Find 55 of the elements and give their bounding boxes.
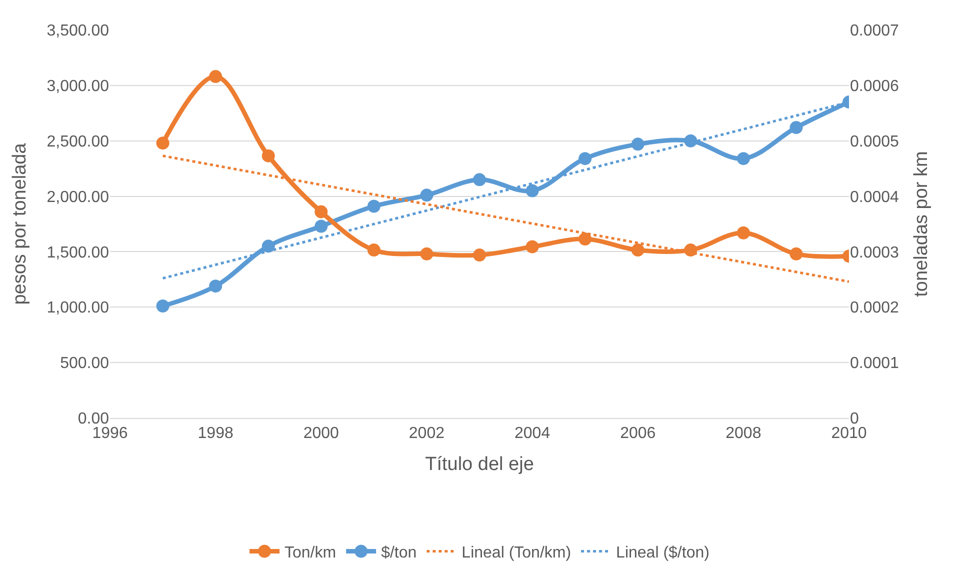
point — [631, 138, 644, 151]
point — [790, 121, 803, 134]
point — [156, 300, 170, 313]
legend-label: $/ton — [381, 544, 417, 562]
y-tick-label: 0.00 — [78, 410, 110, 428]
point — [736, 152, 750, 166]
x-tick-label: 2010 — [831, 425, 867, 442]
legend-label: Lineal ($/ton) — [616, 544, 710, 562]
point — [790, 247, 803, 260]
point — [262, 240, 275, 253]
y-tick-label: 1,000.00 — [46, 300, 110, 317]
y2-tick-label: 0.0007 — [850, 22, 900, 40]
point — [314, 205, 328, 218]
x-tick-label: 1998 — [198, 425, 234, 442]
y-tick-label: 1,500.00 — [46, 244, 110, 262]
y2-tick-label: 0.0002 — [850, 300, 900, 317]
y2-tick-label: 0.0003 — [850, 244, 900, 262]
y2-tick-label: 0.0004 — [850, 188, 900, 206]
point — [314, 220, 328, 233]
y2-tick-label: 0.0006 — [850, 78, 900, 96]
point — [578, 232, 592, 246]
point — [209, 280, 222, 293]
x-tick-label: 2006 — [620, 425, 656, 442]
point — [156, 136, 170, 150]
point — [420, 247, 434, 260]
y-tick-label: 3,000.00 — [46, 78, 110, 96]
point — [578, 152, 592, 166]
y2-axis-title: toneladas por km — [910, 151, 932, 297]
y2-tick-label: 0.0001 — [850, 355, 900, 372]
y-axis-title: pesos por tonelada — [10, 142, 31, 305]
y-tick-label: 500.00 — [60, 355, 110, 372]
point — [473, 173, 486, 186]
y2-tick-label: 0 — [850, 410, 859, 428]
point — [420, 188, 434, 202]
point — [736, 226, 750, 240]
x-tick-label: 2008 — [726, 425, 762, 442]
y-tick-label: 3,500.00 — [46, 22, 110, 40]
point — [631, 244, 644, 257]
point — [367, 200, 380, 213]
legend-label: Lineal (Ton/km) — [462, 544, 572, 562]
y-tick-label: 2,000.00 — [46, 188, 110, 206]
x-tick-label: 2000 — [303, 425, 340, 442]
x-axis-title: Título del eje — [425, 454, 534, 475]
point — [526, 240, 539, 254]
legend-label: Ton/km — [284, 544, 336, 562]
x-tick-label: 1996 — [92, 425, 128, 442]
point — [262, 149, 275, 162]
y2-tick-label: 0.0005 — [850, 133, 900, 150]
y-tick-label: 2,500.00 — [46, 133, 110, 150]
point — [526, 184, 539, 198]
x-tick-label: 2004 — [514, 425, 550, 442]
point — [473, 248, 486, 262]
x-tick-label: 2002 — [408, 425, 445, 442]
point — [209, 70, 222, 84]
point — [367, 244, 380, 257]
